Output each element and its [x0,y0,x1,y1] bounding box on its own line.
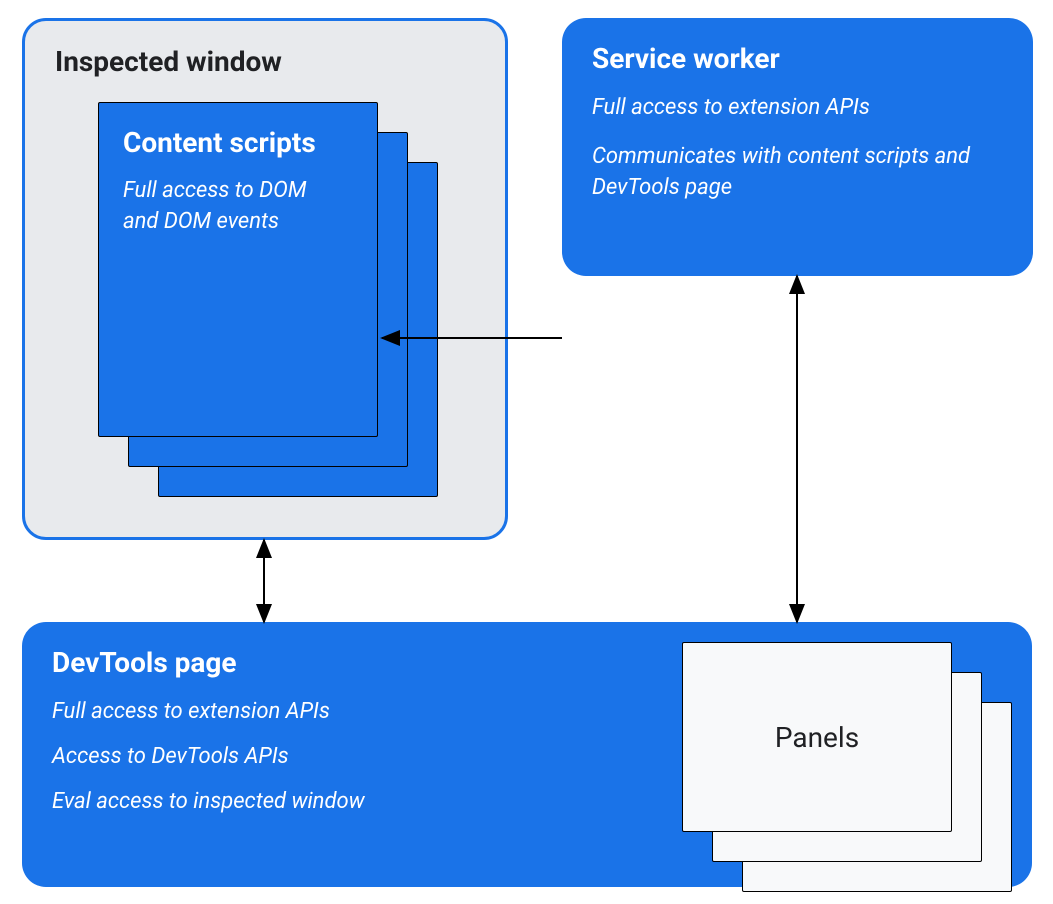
service-worker-desc2: Communicates with content scripts and De… [592,142,1003,204]
panels-card-front: Panels [682,642,952,832]
service-worker-desc1: Full access to extension APIs [592,93,1003,124]
content-scripts-card-front: Content scripts Full access to DOM and D… [98,102,378,437]
content-scripts-desc: Full access to DOM and DOM events [123,176,333,238]
service-worker-title: Service worker [592,42,1003,75]
service-worker-box: Service worker Full access to extension … [562,18,1033,276]
inspected-window-title: Inspected window [55,45,475,78]
panels-label: Panels [775,721,859,754]
content-scripts-title: Content scripts [123,125,353,160]
